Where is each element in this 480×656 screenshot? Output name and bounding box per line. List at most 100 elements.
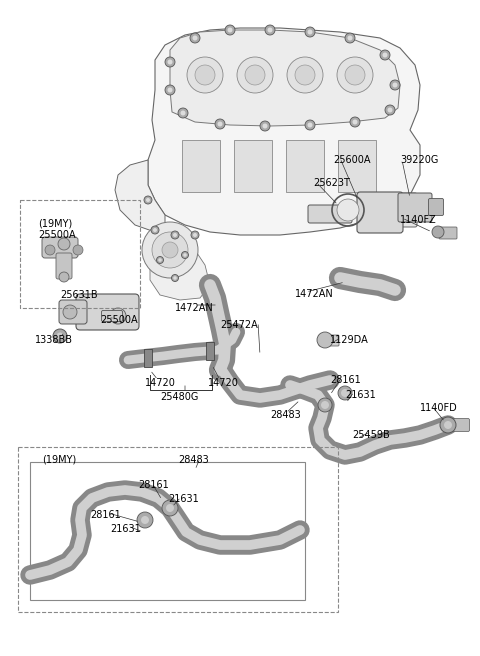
Text: 28161: 28161 bbox=[330, 375, 361, 385]
Circle shape bbox=[191, 231, 199, 239]
Circle shape bbox=[350, 117, 360, 127]
Circle shape bbox=[387, 108, 393, 112]
Bar bbox=[206, 342, 214, 360]
Circle shape bbox=[162, 500, 178, 516]
FancyBboxPatch shape bbox=[439, 227, 457, 239]
Circle shape bbox=[215, 119, 225, 129]
Circle shape bbox=[263, 123, 267, 129]
Circle shape bbox=[260, 121, 270, 131]
FancyBboxPatch shape bbox=[308, 205, 352, 223]
Circle shape bbox=[380, 50, 390, 60]
Circle shape bbox=[444, 421, 452, 429]
FancyBboxPatch shape bbox=[378, 193, 417, 227]
Circle shape bbox=[178, 108, 188, 118]
Circle shape bbox=[308, 30, 312, 35]
Text: 25480G: 25480G bbox=[160, 392, 198, 402]
Circle shape bbox=[193, 233, 197, 237]
Circle shape bbox=[190, 33, 200, 43]
FancyBboxPatch shape bbox=[357, 192, 403, 233]
Circle shape bbox=[265, 25, 275, 35]
Text: 1129DA: 1129DA bbox=[330, 335, 369, 345]
FancyBboxPatch shape bbox=[56, 253, 72, 279]
Circle shape bbox=[181, 251, 189, 258]
Circle shape bbox=[63, 305, 77, 319]
Circle shape bbox=[305, 120, 315, 130]
Circle shape bbox=[237, 57, 273, 93]
Circle shape bbox=[158, 258, 162, 262]
Circle shape bbox=[165, 85, 175, 95]
Circle shape bbox=[53, 329, 67, 343]
Circle shape bbox=[345, 33, 355, 43]
Text: 39220G: 39220G bbox=[400, 155, 438, 165]
Circle shape bbox=[267, 28, 273, 33]
Circle shape bbox=[171, 274, 179, 281]
Circle shape bbox=[317, 332, 333, 348]
FancyBboxPatch shape bbox=[59, 300, 87, 324]
Circle shape bbox=[390, 80, 400, 90]
Circle shape bbox=[142, 222, 198, 278]
Polygon shape bbox=[148, 28, 420, 235]
Bar bbox=[144, 349, 152, 367]
Text: 21631: 21631 bbox=[168, 494, 199, 504]
Circle shape bbox=[73, 245, 83, 255]
Circle shape bbox=[137, 512, 153, 528]
Circle shape bbox=[151, 226, 159, 234]
Text: 28161: 28161 bbox=[138, 480, 169, 490]
Circle shape bbox=[173, 276, 177, 279]
FancyBboxPatch shape bbox=[76, 294, 139, 330]
Text: 25459B: 25459B bbox=[352, 430, 390, 440]
Text: 1472AN: 1472AN bbox=[175, 303, 214, 313]
Circle shape bbox=[337, 199, 359, 221]
FancyBboxPatch shape bbox=[319, 335, 339, 346]
Circle shape bbox=[45, 245, 55, 255]
Circle shape bbox=[156, 256, 164, 264]
Circle shape bbox=[217, 121, 223, 127]
Circle shape bbox=[152, 232, 188, 268]
Circle shape bbox=[144, 196, 152, 204]
Circle shape bbox=[321, 401, 329, 409]
Circle shape bbox=[165, 57, 175, 67]
Circle shape bbox=[168, 60, 172, 64]
Circle shape bbox=[432, 226, 444, 238]
Circle shape bbox=[225, 25, 235, 35]
Circle shape bbox=[192, 35, 197, 41]
Text: 21631: 21631 bbox=[345, 390, 376, 400]
Bar bbox=[234, 140, 272, 192]
Circle shape bbox=[195, 65, 215, 85]
Text: 25623T: 25623T bbox=[313, 178, 350, 188]
Circle shape bbox=[338, 386, 352, 400]
Text: 1338BB: 1338BB bbox=[35, 335, 73, 345]
Circle shape bbox=[385, 105, 395, 115]
Text: 21631: 21631 bbox=[110, 524, 141, 534]
FancyBboxPatch shape bbox=[398, 193, 432, 222]
Circle shape bbox=[168, 87, 172, 92]
Bar bbox=[30, 462, 305, 600]
Bar bbox=[338, 140, 376, 192]
Polygon shape bbox=[115, 160, 165, 232]
Bar bbox=[20, 200, 140, 308]
Text: 28483: 28483 bbox=[270, 410, 301, 420]
Circle shape bbox=[57, 333, 63, 340]
Circle shape bbox=[295, 65, 315, 85]
Text: 25500A: 25500A bbox=[38, 230, 76, 240]
Circle shape bbox=[141, 516, 149, 524]
Circle shape bbox=[341, 389, 349, 397]
Bar bbox=[18, 447, 338, 612]
Circle shape bbox=[245, 65, 265, 85]
FancyBboxPatch shape bbox=[451, 419, 469, 432]
Text: (19MY): (19MY) bbox=[42, 455, 76, 465]
Text: 25500A: 25500A bbox=[100, 315, 138, 325]
Circle shape bbox=[59, 272, 69, 282]
FancyBboxPatch shape bbox=[429, 199, 444, 216]
Polygon shape bbox=[150, 240, 210, 300]
Circle shape bbox=[345, 65, 365, 85]
Circle shape bbox=[153, 228, 157, 232]
Circle shape bbox=[228, 28, 232, 33]
Circle shape bbox=[162, 242, 178, 258]
Circle shape bbox=[166, 504, 174, 512]
FancyBboxPatch shape bbox=[101, 310, 122, 321]
Text: 28483: 28483 bbox=[178, 455, 209, 465]
Text: 25600A: 25600A bbox=[333, 155, 371, 165]
Text: 14720: 14720 bbox=[208, 378, 239, 388]
Text: 28161: 28161 bbox=[90, 510, 121, 520]
